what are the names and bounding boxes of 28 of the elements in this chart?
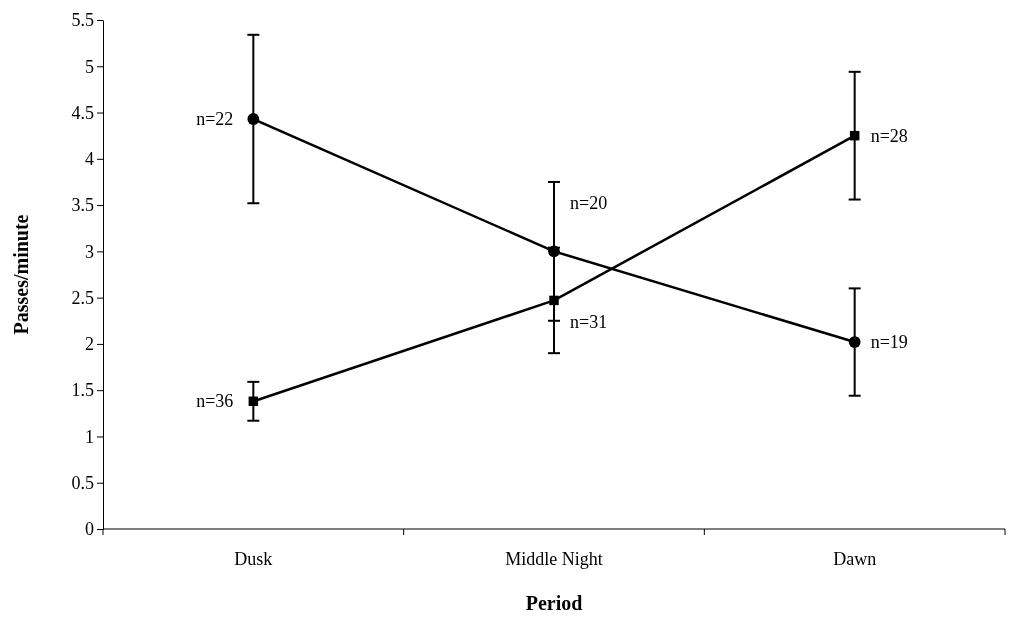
annotation: n=36	[196, 391, 234, 412]
annotation: n=20	[570, 193, 608, 214]
point	[849, 130, 860, 141]
y-tick-label: 4.5	[71, 102, 94, 123]
point	[549, 295, 559, 306]
annotation: n=31	[570, 312, 608, 333]
x-tick-label: Dusk	[234, 549, 273, 569]
y-tick-label: 1.5	[71, 380, 94, 401]
x-tick-label: Middle Night	[505, 549, 603, 569]
point	[248, 396, 259, 407]
y-tick-label: 0	[85, 519, 94, 540]
y-tick-label: 2	[85, 334, 94, 355]
x-tick-label: Dawn	[833, 549, 877, 569]
y-axis-title: Passes/minute	[10, 214, 32, 335]
y-tick-label: 3.5	[71, 195, 94, 216]
annotation: n=19	[870, 332, 908, 353]
y-tick-label: 1	[85, 426, 94, 447]
annotation: n=28	[870, 125, 908, 146]
annotation: n=22	[196, 109, 234, 130]
y-tick-label: 2.5	[71, 287, 94, 308]
y-tick-label: 3	[85, 241, 94, 262]
y-tick-label: 5	[85, 56, 94, 77]
x-axis-title: Period	[525, 592, 583, 614]
y-tick-label: 5.5	[71, 10, 94, 31]
point	[848, 336, 861, 348]
y-tick-label: 4	[85, 149, 94, 170]
point	[247, 113, 260, 125]
y-tick-label: 0.5	[71, 472, 94, 493]
